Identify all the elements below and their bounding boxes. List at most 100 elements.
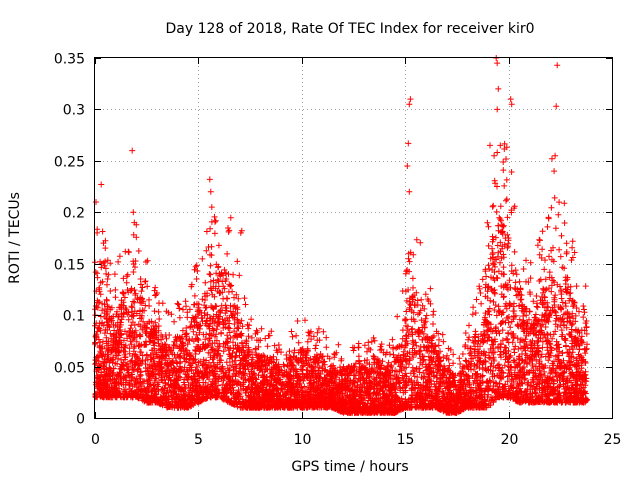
data-point <box>549 365 556 372</box>
data-point <box>385 359 392 366</box>
data-point <box>498 217 505 224</box>
data-point <box>475 337 482 344</box>
data-point <box>560 357 567 364</box>
data-point <box>544 330 551 337</box>
data-point <box>504 373 511 380</box>
data-point <box>558 288 565 295</box>
data-point <box>569 310 576 317</box>
data-point <box>427 364 434 371</box>
data-point <box>118 316 125 323</box>
data-point <box>138 349 145 356</box>
data-point <box>562 303 569 310</box>
data-point <box>155 383 162 390</box>
data-point <box>581 345 588 352</box>
data-point <box>408 385 415 392</box>
data-point <box>559 299 566 306</box>
data-point <box>506 370 513 376</box>
data-point <box>498 270 505 277</box>
data-point <box>129 319 136 326</box>
data-point <box>583 346 590 353</box>
data-point <box>100 322 107 329</box>
data-point <box>424 366 431 373</box>
data-point <box>542 324 549 330</box>
data-point <box>220 320 227 327</box>
data-points <box>92 55 591 416</box>
data-point <box>172 401 178 408</box>
data-point <box>548 347 555 354</box>
data-point <box>551 358 557 365</box>
data-point <box>245 344 252 351</box>
data-point <box>575 368 582 375</box>
data-point <box>419 302 426 309</box>
data-point <box>112 322 119 329</box>
data-point <box>230 339 236 346</box>
data-point <box>168 367 175 374</box>
data-point <box>249 363 256 369</box>
data-point <box>213 270 220 277</box>
data-point <box>209 304 216 311</box>
data-point <box>94 328 101 335</box>
data-point <box>406 375 413 382</box>
data-point <box>538 361 545 368</box>
data-point <box>421 321 427 328</box>
data-point <box>227 283 234 290</box>
data-point <box>563 343 569 350</box>
data-point <box>299 392 306 399</box>
data-point <box>522 375 529 382</box>
data-point <box>182 384 189 391</box>
data-point <box>221 266 228 273</box>
data-point <box>377 378 384 385</box>
data-point <box>203 318 210 325</box>
data-point <box>308 363 315 370</box>
data-point <box>168 394 175 401</box>
data-point <box>320 359 327 366</box>
data-point <box>127 325 134 332</box>
data-point <box>516 302 523 309</box>
data-point <box>466 350 473 357</box>
data-point <box>510 376 516 383</box>
data-point <box>432 394 439 401</box>
data-point <box>301 383 308 390</box>
data-point <box>497 239 504 246</box>
data-point <box>235 325 242 332</box>
data-point <box>130 366 137 373</box>
data-point <box>405 361 412 368</box>
data-point <box>421 324 428 331</box>
data-point <box>540 384 547 391</box>
data-point <box>113 376 120 383</box>
data-point <box>550 380 557 387</box>
data-point <box>421 305 428 312</box>
data-point <box>518 336 524 343</box>
data-point <box>153 366 160 373</box>
data-point <box>194 364 201 370</box>
data-point <box>506 354 513 361</box>
data-point <box>105 303 112 310</box>
data-point <box>114 355 121 362</box>
data-point <box>576 329 583 336</box>
data-point <box>524 354 531 361</box>
data-point <box>361 365 368 372</box>
data-point <box>404 327 411 334</box>
data-point <box>94 365 101 372</box>
data-point <box>103 308 110 315</box>
data-point <box>493 312 500 319</box>
data-point <box>125 316 132 323</box>
data-point <box>559 331 566 338</box>
data-point <box>558 327 565 334</box>
data-point <box>231 321 238 327</box>
data-point <box>539 389 546 396</box>
data-point <box>487 355 493 362</box>
data-point <box>558 295 565 302</box>
data-point <box>527 338 534 345</box>
data-point <box>200 361 207 367</box>
data-point <box>412 403 419 410</box>
data-point <box>97 291 104 298</box>
data-point <box>314 372 321 379</box>
data-point <box>540 286 547 293</box>
data-point <box>99 338 106 345</box>
data-point <box>408 331 415 338</box>
data-point <box>544 299 551 306</box>
data-point <box>188 319 195 325</box>
data-point <box>552 308 559 315</box>
